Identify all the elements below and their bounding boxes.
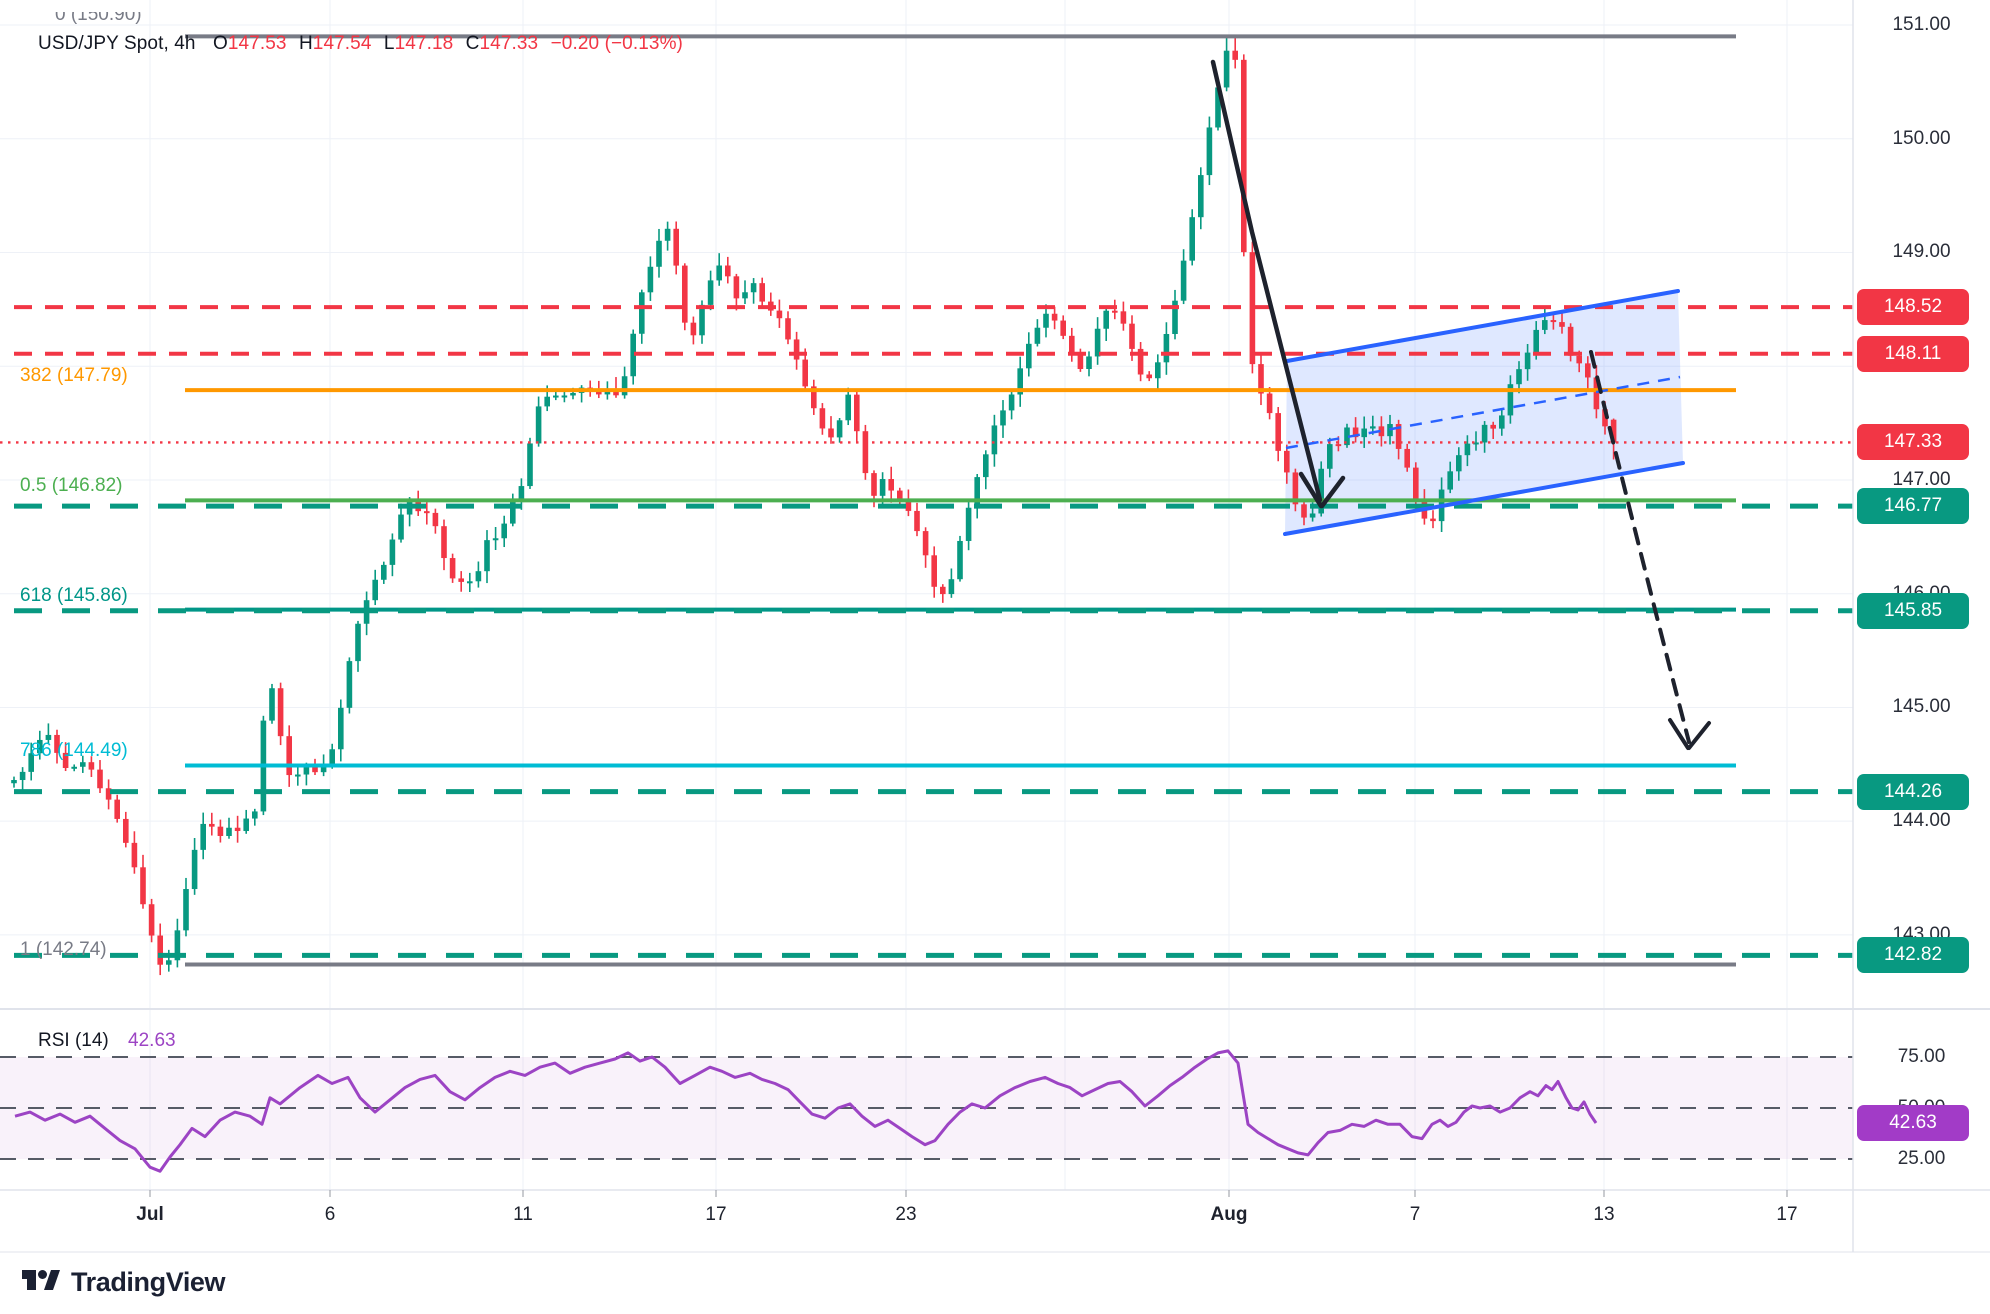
time-axis-label: 6 — [324, 1204, 336, 1225]
borders-layer — [0, 0, 1990, 1253]
close-value: 147.33 — [479, 33, 539, 54]
price-badge: 148.52 — [1857, 289, 1969, 326]
price-badge: 145.85 — [1857, 592, 1969, 629]
fib-label: 1 (142.74) — [20, 939, 107, 961]
grid-layer — [0, 0, 1853, 1190]
open-value: 147.53 — [227, 33, 287, 54]
rsi-badge: 42.63 — [1857, 1105, 1969, 1142]
price-axis-label: 151.00 — [1892, 14, 1951, 35]
rsi-title: RSI (14) — [38, 1030, 109, 1051]
time-axis-label: 17 — [1776, 1204, 1798, 1225]
fib-label: 618 (145.86) — [20, 584, 128, 606]
price-badge: 144.26 — [1857, 773, 1969, 810]
low-value: 147.18 — [394, 33, 454, 54]
time-axis-label: Jul — [136, 1204, 164, 1225]
price-axis-label: 145.00 — [1892, 696, 1951, 718]
fib-levels-layer — [185, 34, 1736, 967]
rsi-axis-label: 25.00 — [1897, 1148, 1946, 1169]
channel-lines — [1283, 289, 1685, 536]
time-axis-label: 13 — [1593, 1204, 1615, 1225]
fib-label: 382 (147.79) — [20, 365, 128, 387]
open-label: O — [212, 33, 228, 54]
time-axis-label: 23 — [895, 1204, 917, 1225]
rsi-axis-label: 75.00 — [1897, 1046, 1946, 1067]
rsi-layer — [0, 1049, 1853, 1173]
price-axis-label: 150.00 — [1892, 127, 1951, 149]
symbol-ohlc-header[interactable]: USD/JPY Spot, 4h O147.53 H147.54 L147.18… — [38, 33, 683, 55]
fib-label-0: 0 (150.90) — [55, 12, 142, 25]
time-axis-label: 7 — [1409, 1204, 1421, 1225]
fib-label: 0.5 (146.82) — [20, 475, 123, 497]
time-axis-label: 11 — [513, 1204, 533, 1225]
price-axis-label: 147.00 — [1892, 468, 1951, 490]
price-badge: 148.11 — [1857, 335, 1969, 372]
time-axis-label: Aug — [1210, 1204, 1248, 1225]
price-axis-label: 149.00 — [1892, 241, 1951, 263]
time-axis-label: 17 — [705, 1204, 727, 1225]
alert-levels-layer — [14, 305, 1853, 958]
arrows-layer — [1210, 59, 1711, 750]
price-badge: 147.33 — [1857, 424, 1969, 461]
low-label: L — [383, 33, 395, 54]
high-value: 147.54 — [312, 33, 372, 54]
rsi-header[interactable]: RSI (14) 42.63 — [38, 1030, 176, 1052]
candles-layer — [11, 35, 1617, 976]
price-badge: 146.77 — [1857, 488, 1969, 525]
tradingview-logo-icon — [22, 1270, 60, 1290]
close-label: C — [465, 33, 480, 54]
high-label: H — [298, 33, 313, 54]
rsi-value: 42.63 — [128, 1030, 176, 1051]
price-axis-label: 144.00 — [1892, 810, 1951, 832]
symbol-title: USD/JPY Spot, 4h — [38, 33, 196, 54]
tradingview-logo-text: TradingView — [71, 1266, 226, 1297]
change-value: −0.20 (−0.13%) — [550, 33, 683, 54]
fib-label: 786 (144.49) — [20, 740, 128, 762]
tradingview-logo[interactable]: TradingView — [22, 1262, 226, 1302]
price-badge: 142.82 — [1857, 937, 1969, 974]
